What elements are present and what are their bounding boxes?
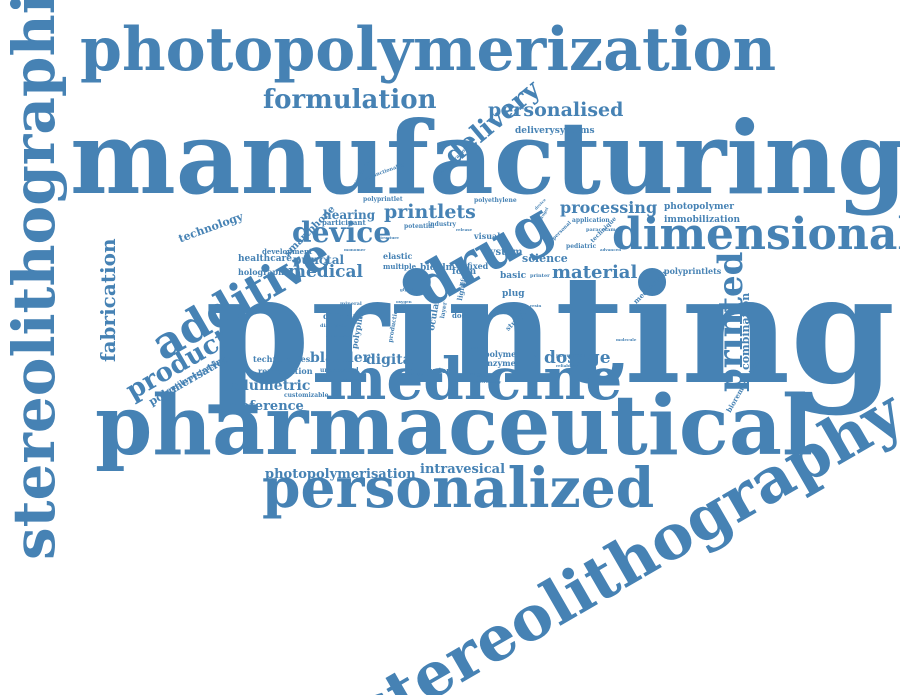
cloud-word: plug — [502, 289, 525, 299]
cloud-word: personalised — [488, 99, 624, 121]
cloud-word: technologies — [253, 354, 311, 364]
cloud-word: printing — [205, 242, 896, 418]
cloud-word: different — [323, 311, 363, 321]
cloud-word: photopolymerisation — [265, 467, 416, 482]
cloud-word: dose — [452, 311, 470, 320]
cloud-word: customizable — [284, 392, 329, 399]
cloud-word: pharmaceutical — [95, 378, 814, 474]
cloud-word: potential — [404, 223, 435, 230]
cloud-word: approach — [326, 333, 353, 339]
cloud-word: development — [262, 247, 313, 256]
cloud-word: ballooned — [342, 377, 365, 382]
cloud-word: molecule — [616, 337, 637, 342]
cloud-word: mineral — [340, 301, 362, 307]
cloud-word: reliability — [556, 363, 578, 368]
cloud-word: polymer — [484, 349, 521, 359]
cloud-word: dosage — [544, 348, 611, 368]
cloud-word: preference — [225, 399, 304, 414]
cloud-word: science — [522, 252, 568, 265]
cloud-word: system — [484, 247, 523, 258]
cloud-word: participant — [322, 218, 366, 227]
cloud-word: holographic — [238, 267, 292, 277]
cloud-word: water — [428, 366, 450, 375]
cloud-word: bladder — [310, 350, 371, 366]
cloud-word: release — [456, 227, 473, 232]
cloud-word: pediatric — [566, 243, 597, 250]
cloud-word: polyprintlets — [664, 266, 722, 276]
cloud-word: spectroscopy — [472, 379, 502, 384]
cloud-word: punctal — [293, 253, 345, 267]
cloud-word: dimensional — [612, 209, 900, 260]
cloud-word: printlets — [384, 201, 476, 223]
cloud-word: glycol — [400, 287, 414, 292]
cloud-word: photopolymer — [664, 202, 734, 212]
cloud-word: polyethylene — [474, 197, 517, 204]
cloud-word: properties — [476, 373, 500, 378]
cloud-word: device — [292, 216, 392, 249]
cloud-word: basic — [500, 271, 527, 281]
cloud-word: processing — [560, 198, 658, 217]
cloud-word: model — [470, 345, 484, 350]
cloud-word: combination — [739, 292, 752, 370]
cloud-word: application — [572, 217, 610, 224]
cloud-word: medicine — [325, 345, 623, 413]
cloud-word: tablet — [500, 306, 527, 316]
cloud-word: healthcare — [238, 254, 292, 264]
cloud-word: oxygen — [396, 299, 412, 304]
cloud-word: hearing — [323, 208, 376, 222]
cloud-word: polyprintlet — [363, 196, 403, 203]
cloud-word: visual — [474, 231, 501, 241]
cloud-word: elastic — [383, 251, 413, 261]
cloud-word: population — [556, 353, 587, 359]
cloud-word: geometry — [402, 371, 424, 376]
cloud-word: intravesical — [420, 462, 506, 477]
cloud-word: multiple — [383, 262, 417, 271]
cloud-word: industry — [428, 221, 456, 228]
cloud-word: digital — [366, 352, 418, 368]
cloud-word: cured — [470, 371, 483, 376]
cloud-word: stereolithographic — [0, 0, 68, 560]
cloud-word: volumetric — [226, 378, 311, 394]
cloud-word: personalized — [262, 455, 655, 520]
cloud-word: advanced — [600, 247, 621, 252]
cloud-word: manufacturing — [70, 99, 900, 217]
cloud-word: biofilm — [420, 263, 456, 273]
cloud-word: monomer — [344, 247, 366, 252]
cloud-word: structure — [378, 235, 399, 240]
cloud-word: printer — [530, 273, 550, 279]
cloud-word: form — [452, 267, 477, 277]
cloud-word: medical — [288, 262, 363, 282]
cloud-word: photopolymerization — [80, 15, 777, 85]
cloud-word: enzyme — [482, 358, 516, 368]
cloud-word: immobilization — [664, 215, 741, 225]
cloud-word: formulation — [263, 85, 437, 115]
cloud-word: fixed — [467, 261, 489, 271]
cloud-word: diacrylate — [320, 323, 348, 329]
cloud-word: deliverysystems — [515, 126, 595, 136]
cloud-word: fabrication — [96, 238, 120, 362]
cloud-word: paracetamol — [586, 227, 621, 233]
cloud-word: remediation — [258, 366, 313, 376]
cloud-word: material — [552, 262, 638, 283]
cloud-word: unexpected — [320, 367, 359, 374]
cloud-word: resin — [530, 303, 542, 308]
